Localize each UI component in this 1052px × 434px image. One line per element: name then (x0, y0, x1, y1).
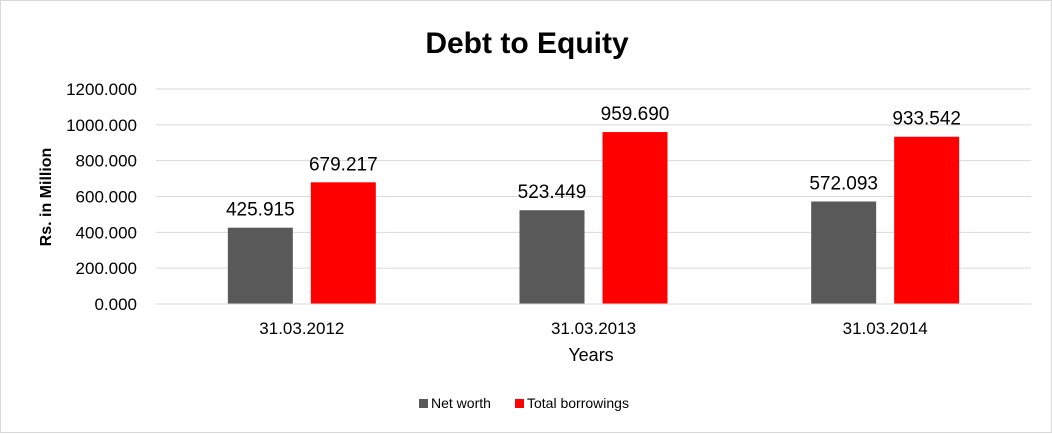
legend-swatch (419, 399, 428, 408)
legend-label: Net worth (431, 395, 491, 411)
bar-net-worth (811, 201, 877, 304)
y-tick-label: 600.000 (76, 188, 137, 207)
data-label: 933.542 (892, 109, 961, 130)
data-label: 425.915 (226, 200, 295, 221)
y-tick-label: 200.000 (76, 259, 137, 278)
y-axis-title: Rs. in Million (38, 148, 55, 247)
bars (227, 132, 960, 304)
data-label: 523.449 (518, 182, 587, 203)
y-tick-label: 0.000 (94, 295, 137, 314)
data-label: 959.690 (601, 104, 670, 125)
y-axis-ticks: 0.000 200.000 400.000 600.000 800.000 1000.00… (66, 80, 137, 314)
x-axis-ticks: 31.03.2012 31.03.2013 31.03.2014 (259, 319, 927, 338)
legend-swatch (515, 399, 524, 408)
legend: Net worth Total borrowings (419, 395, 629, 411)
data-labels: 425.915 679.217 523.449 959.690 572.093 933.5… (226, 104, 961, 221)
y-tick-label: 800.000 (76, 152, 137, 171)
bar-net-worth (519, 210, 585, 304)
bar-total-borrowings (602, 132, 668, 304)
bar-total-borrowings (310, 182, 376, 304)
bar-net-worth (227, 227, 293, 304)
bar-total-borrowings (894, 136, 960, 304)
y-tick-label: 1200.000 (66, 80, 137, 99)
gridlines (156, 88, 1031, 269)
y-tick-label: 1000.000 (66, 116, 137, 135)
data-label: 572.093 (809, 174, 878, 195)
x-axis-title: Years (568, 345, 613, 365)
data-label: 679.217 (309, 154, 378, 175)
x-tick-label: 31.03.2012 (259, 319, 344, 338)
y-tick-label: 400.000 (76, 223, 137, 242)
x-tick-label: 31.03.2013 (551, 319, 636, 338)
x-tick-label: 31.03.2014 (843, 319, 928, 338)
chart-title: Debt to Equity (425, 27, 629, 60)
legend-label: Total borrowings (527, 395, 629, 411)
